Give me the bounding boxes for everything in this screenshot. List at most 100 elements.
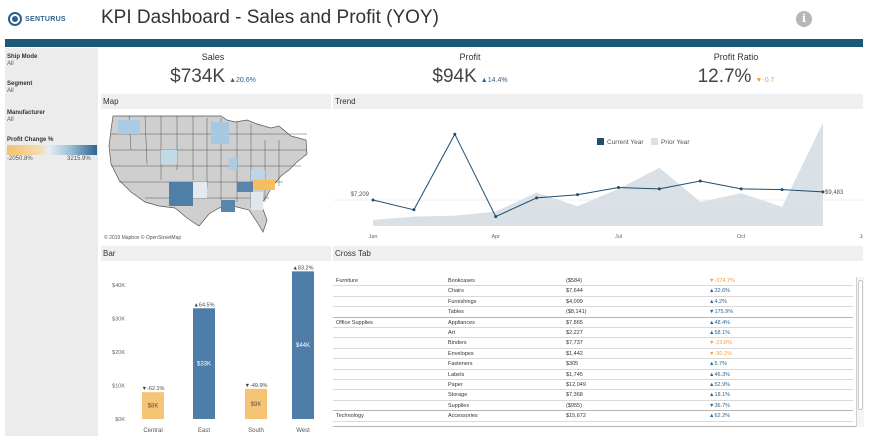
map-state-highlight[interactable] — [211, 122, 229, 144]
trend-point[interactable] — [698, 179, 702, 183]
crosstab-change: ▲52.9% — [709, 382, 731, 388]
crosstab-scrollbar[interactable] — [856, 277, 864, 427]
crosstab-change: ▲5.7% — [709, 361, 727, 368]
legend-max: 3215.9% — [67, 156, 91, 162]
scroll-thumb[interactable] — [858, 280, 863, 410]
trend-point[interactable] — [780, 188, 784, 192]
filter-value[interactable]: All — [7, 117, 14, 123]
map-state-highlight[interactable] — [169, 182, 193, 206]
trend-point[interactable] — [616, 185, 620, 189]
map-state-highlight[interactable] — [193, 182, 207, 198]
trend-point[interactable] — [657, 187, 661, 191]
crosstab-subcategory: Chairs — [448, 288, 464, 295]
bar-rect[interactable] — [245, 388, 267, 419]
crosstab-change: ▲62.2% — [709, 413, 731, 420]
bar-value-label: $44K — [296, 343, 310, 349]
crosstab-profit: ($955) — [566, 402, 582, 409]
bar-y-tick: $10K — [112, 383, 125, 389]
crosstab-profit: ($584) — [566, 278, 582, 284]
crosstab-profit: $2,227 — [566, 330, 583, 336]
crosstab-row[interactable]: Paper $12,049 ▲52.9% — [333, 380, 853, 391]
filter-ship-mode[interactable]: Ship Mode All — [7, 54, 37, 67]
crosstab-change: ▲18.1% — [709, 392, 731, 399]
crosstab-row[interactable]: Fasteners $305 ▲5.7% — [333, 359, 853, 370]
trend-last-label: $9,483 — [825, 190, 844, 196]
bar-rect[interactable] — [193, 308, 215, 419]
crosstab-change: ▲46.3% — [709, 371, 731, 378]
bar-value-label: $33K — [197, 362, 211, 368]
logo-icon — [8, 12, 22, 26]
bar-rect[interactable] — [142, 392, 164, 419]
crosstab-profit: $305 — [566, 361, 579, 368]
crosstab-row[interactable]: Office Supplies Appliances $7,865 ▲48.4% — [333, 318, 853, 328]
trend-chart[interactable]: $7,209 $9,483 Current Year Prior Year Jan Apr… — [333, 110, 868, 242]
filter-manufacturer[interactable]: Manufacturer All — [7, 110, 45, 123]
panel-header-map: Map — [101, 94, 331, 109]
bar-rect[interactable] — [292, 271, 314, 419]
map-state-highlight[interactable] — [251, 170, 265, 180]
bar-change-label: ▲83.2% — [292, 265, 313, 271]
bar-central[interactable]: $8K ▼-62.1% Central — [142, 386, 165, 434]
map-state-highlight[interactable] — [237, 182, 253, 192]
bar-chart-svg: $0K $10K $20K $30K $40K $8K ▼-62.1% Central $33K… — [112, 265, 314, 434]
bar-east[interactable]: $33K ▲64.5% East — [193, 302, 215, 434]
crosstab-change: ▼175.9% — [709, 309, 734, 316]
trend-point[interactable] — [371, 198, 375, 202]
bar-y-tick: $30K — [112, 316, 125, 322]
crosstab-row[interactable]: Chairs $7,644 ▲32.6% — [333, 286, 853, 297]
crosstab-table[interactable]: Furniture Bookcases ($584) ▼-374.7% Chairs $7… — [333, 276, 865, 426]
header-divider — [5, 39, 863, 47]
crosstab-row[interactable]: Binders $7,737 ▼-23.8% — [333, 338, 853, 349]
crosstab-change: ▲58.1% — [709, 330, 731, 336]
crosstab-subcategory: Tables — [448, 309, 464, 316]
crosstab-change: ▲48.4% — [709, 319, 731, 326]
bar-west[interactable]: $44K ▲83.2% West — [292, 265, 314, 434]
trend-point[interactable] — [535, 196, 539, 200]
crosstab-row[interactable]: Envelopes $1,442 ▼-30.2% — [333, 349, 853, 360]
map-state-highlight[interactable] — [229, 158, 237, 170]
crosstab-subcategory: Appliances — [448, 319, 475, 326]
bar-south[interactable]: $9K ▼-49.9% South — [245, 383, 268, 434]
filter-segment[interactable]: Segment All — [7, 81, 32, 94]
map-credit: © 2019 Mapbox © OpenStreetMap — [104, 235, 182, 241]
panel-header-bar: Bar — [101, 246, 331, 261]
trend-point[interactable] — [821, 190, 825, 194]
bar-value-label: $8K — [148, 404, 159, 410]
us-map[interactable] — [101, 110, 331, 244]
trend-point[interactable] — [453, 132, 457, 136]
trend-point[interactable] — [576, 193, 580, 197]
panel-header-trend: Trend — [333, 94, 863, 109]
info-icon[interactable]: i — [796, 11, 812, 27]
filter-value[interactable]: All — [7, 88, 14, 94]
crosstab-row[interactable]: Labels $1,745 ▲46.3% — [333, 370, 853, 380]
crosstab-row[interactable]: Technology Accessories $15,672 ▲62.2% — [333, 411, 853, 422]
map-state-highlight[interactable] — [118, 120, 140, 134]
crosstab-row[interactable]: Supplies ($955) ▼36.7% — [333, 401, 853, 412]
bar-chart[interactable]: $0K $10K $20K $30K $40K $8K ▼-62.1% Central $33K… — [101, 260, 331, 436]
crosstab-row[interactable]: Furniture Bookcases ($584) ▼-374.7% — [333, 276, 853, 287]
trend-point[interactable] — [412, 208, 416, 212]
crosstab-change: ▲32.6% — [709, 288, 731, 295]
crosstab-subcategory: Art — [448, 330, 456, 336]
map-state-highlight[interactable] — [251, 192, 263, 210]
crosstab-row[interactable]: Tables ($8,141) ▼175.9% — [333, 307, 853, 318]
panel-header-crosstab: Cross Tab — [333, 246, 863, 261]
trend-point[interactable] — [494, 215, 498, 219]
filter-value[interactable]: All — [7, 61, 14, 67]
crosstab-profit: $12,049 — [566, 382, 586, 388]
crosstab-profit: ($8,141) — [566, 309, 587, 316]
crosstab-subcategory: Accessories — [448, 413, 478, 420]
map-state-highlight[interactable] — [221, 200, 235, 212]
crosstab-row[interactable]: Art $2,227 ▲58.1% — [333, 328, 853, 339]
kpi-label: Sales — [201, 52, 225, 62]
map-state-highlight[interactable] — [161, 150, 177, 164]
legend-swatch-prior — [651, 138, 658, 145]
trend-point[interactable] — [739, 187, 743, 191]
dashboard-title: KPI Dashboard - Sales and Profit (YOY) — [101, 7, 439, 28]
crosstab-row[interactable]: Furnishings $4,099 ▲4.2% — [333, 297, 853, 308]
us-map-svg[interactable] — [101, 110, 331, 244]
crosstab-row[interactable]: Storage $7,368 ▲18.1% — [333, 390, 853, 401]
bar-change-label: ▲64.5% — [193, 302, 214, 308]
header: SENTURUS KPI Dashboard - Sales and Profi… — [0, 0, 869, 40]
map-state-highlight[interactable] — [253, 180, 275, 190]
